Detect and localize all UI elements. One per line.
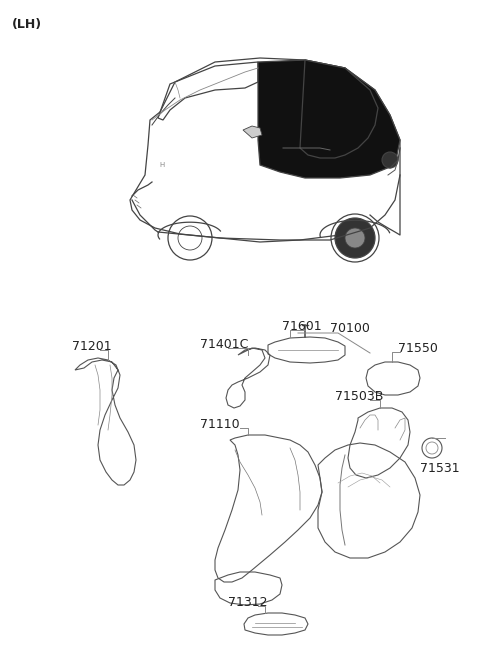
Text: 71531: 71531 bbox=[420, 462, 460, 474]
Polygon shape bbox=[300, 60, 378, 158]
Text: 71601: 71601 bbox=[282, 320, 322, 333]
Text: 71401C: 71401C bbox=[200, 337, 248, 350]
Text: 71312: 71312 bbox=[228, 595, 267, 608]
Text: 70100: 70100 bbox=[330, 322, 370, 335]
Text: 71110: 71110 bbox=[200, 417, 240, 430]
Text: 71550: 71550 bbox=[398, 341, 438, 354]
Text: H: H bbox=[159, 162, 165, 168]
Polygon shape bbox=[258, 60, 400, 178]
Circle shape bbox=[345, 228, 365, 248]
Text: 71503B: 71503B bbox=[335, 390, 384, 403]
Circle shape bbox=[382, 152, 398, 168]
Circle shape bbox=[335, 218, 375, 258]
Text: 71201: 71201 bbox=[72, 339, 112, 352]
Text: (LH): (LH) bbox=[12, 18, 42, 31]
Polygon shape bbox=[243, 126, 262, 138]
